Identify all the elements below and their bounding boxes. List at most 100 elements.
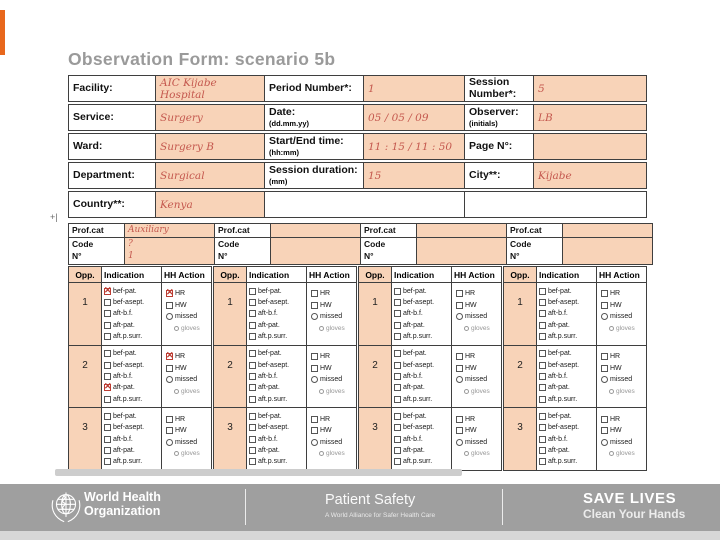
radio-missed[interactable] bbox=[601, 376, 608, 384]
checkbox-bef-asept[interactable] bbox=[104, 298, 111, 306]
checkbox-aft-pat[interactable] bbox=[104, 321, 111, 329]
field-value[interactable]: 05 / 05 / 09 bbox=[363, 104, 465, 131]
checkbox-aft-b-f[interactable] bbox=[249, 435, 256, 443]
checkbox-bef-asept[interactable] bbox=[104, 361, 111, 369]
checkbox-aft-b-f[interactable] bbox=[104, 310, 111, 318]
radio-missed[interactable] bbox=[311, 438, 318, 446]
checkbox-aft-p-surr[interactable] bbox=[104, 395, 111, 403]
checkbox-bef-pat[interactable] bbox=[104, 286, 112, 295]
checkbox-aft-p-surr[interactable] bbox=[539, 458, 546, 466]
checkbox-hr[interactable] bbox=[601, 290, 608, 298]
field-value[interactable] bbox=[533, 133, 647, 160]
radio-missed[interactable] bbox=[166, 438, 173, 446]
checkbox-bef-asept[interactable] bbox=[249, 361, 256, 369]
checkbox-aft-pat[interactable] bbox=[539, 446, 546, 454]
checkbox-bef-pat[interactable] bbox=[394, 350, 401, 358]
radio-missed[interactable] bbox=[456, 376, 463, 384]
checkbox-hw[interactable] bbox=[166, 427, 173, 435]
radio-missed[interactable] bbox=[166, 313, 173, 321]
checkbox-bef-asept[interactable] bbox=[394, 361, 401, 369]
checkbox-aft-p-surr[interactable] bbox=[249, 395, 256, 403]
checkbox-bef-asept[interactable] bbox=[249, 424, 256, 432]
checkbox-hw[interactable] bbox=[456, 301, 463, 309]
checkbox-bef-asept[interactable] bbox=[539, 424, 546, 432]
checkbox-hr[interactable] bbox=[166, 351, 174, 360]
field-value[interactable]: 15 bbox=[363, 162, 465, 189]
checkbox-aft-p-surr[interactable] bbox=[104, 458, 111, 466]
radio-gloves[interactable] bbox=[609, 388, 614, 394]
field-value[interactable]: AIC Kijabe Hospital bbox=[155, 75, 265, 102]
checkbox-aft-pat[interactable] bbox=[394, 321, 401, 329]
checkbox-bef-asept[interactable] bbox=[539, 361, 546, 369]
checkbox-hw[interactable] bbox=[311, 364, 318, 372]
radio-gloves[interactable] bbox=[319, 388, 324, 394]
radio-gloves[interactable] bbox=[174, 451, 179, 457]
checkbox-hr[interactable] bbox=[311, 415, 318, 423]
checkbox-aft-b-f[interactable] bbox=[539, 310, 546, 318]
checkbox-aft-b-f[interactable] bbox=[104, 372, 111, 380]
checkbox-hr[interactable] bbox=[456, 352, 463, 360]
checkbox-bef-pat[interactable] bbox=[249, 287, 256, 295]
checkbox-aft-b-f[interactable] bbox=[104, 435, 111, 443]
checkbox-bef-asept[interactable] bbox=[394, 298, 401, 306]
checkbox-hr[interactable] bbox=[601, 415, 608, 423]
checkbox-bef-pat[interactable] bbox=[249, 350, 256, 358]
checkbox-hw[interactable] bbox=[601, 364, 608, 372]
checkbox-bef-asept[interactable] bbox=[539, 298, 546, 306]
field-value[interactable]: 1 bbox=[363, 75, 465, 102]
checkbox-hw[interactable] bbox=[601, 301, 608, 309]
radio-missed[interactable] bbox=[311, 313, 318, 321]
checkbox-aft-b-f[interactable] bbox=[394, 372, 401, 380]
checkbox-aft-p-surr[interactable] bbox=[539, 332, 546, 340]
radio-gloves[interactable] bbox=[174, 326, 179, 332]
radio-gloves[interactable] bbox=[464, 326, 469, 332]
checkbox-hr[interactable] bbox=[311, 290, 318, 298]
checkbox-aft-p-surr[interactable] bbox=[394, 395, 401, 403]
checkbox-hr[interactable] bbox=[311, 352, 318, 360]
checkbox-bef-pat[interactable] bbox=[394, 412, 401, 420]
checkbox-aft-pat[interactable] bbox=[249, 446, 256, 454]
checkbox-aft-b-f[interactable] bbox=[249, 310, 256, 318]
profcat-value-field[interactable]: Auxiliary bbox=[124, 223, 215, 238]
checkbox-aft-pat[interactable] bbox=[104, 446, 111, 454]
checkbox-aft-p-surr[interactable] bbox=[394, 332, 401, 340]
field-value[interactable]: 11 : 15 / 11 : 50 bbox=[363, 133, 465, 160]
checkbox-bef-asept[interactable] bbox=[104, 424, 111, 432]
checkbox-aft-b-f[interactable] bbox=[249, 372, 256, 380]
checkbox-aft-pat[interactable] bbox=[539, 321, 546, 329]
checkbox-hw[interactable] bbox=[456, 427, 463, 435]
checkbox-hw[interactable] bbox=[311, 427, 318, 435]
checkbox-aft-pat[interactable] bbox=[249, 384, 256, 392]
radio-gloves[interactable] bbox=[319, 451, 324, 457]
radio-gloves[interactable] bbox=[609, 326, 614, 332]
checkbox-bef-asept[interactable] bbox=[394, 424, 401, 432]
checkbox-hw[interactable] bbox=[601, 427, 608, 435]
checkbox-bef-pat[interactable] bbox=[539, 412, 546, 420]
checkbox-aft-p-surr[interactable] bbox=[249, 332, 256, 340]
checkbox-hr[interactable] bbox=[601, 352, 608, 360]
radio-gloves[interactable] bbox=[464, 388, 469, 394]
profcat-code-field[interactable]: ? 1 bbox=[124, 237, 215, 265]
radio-gloves[interactable] bbox=[464, 451, 469, 457]
checkbox-aft-pat[interactable] bbox=[394, 446, 401, 454]
checkbox-aft-pat[interactable] bbox=[104, 382, 112, 392]
checkbox-aft-p-surr[interactable] bbox=[394, 458, 401, 466]
radio-missed[interactable] bbox=[601, 313, 608, 321]
checkbox-hw[interactable] bbox=[166, 364, 173, 372]
checkbox-aft-b-f[interactable] bbox=[394, 310, 401, 318]
checkbox-hr[interactable] bbox=[166, 288, 174, 298]
checkbox-hw[interactable] bbox=[311, 301, 318, 309]
radio-missed[interactable] bbox=[311, 376, 318, 384]
radio-gloves[interactable] bbox=[609, 451, 614, 457]
checkbox-bef-pat[interactable] bbox=[539, 350, 546, 358]
radio-missed[interactable] bbox=[166, 376, 173, 384]
profcat-value-field[interactable] bbox=[416, 223, 507, 238]
checkbox-aft-p-surr[interactable] bbox=[539, 395, 546, 403]
field-value[interactable]: Kijabe bbox=[533, 162, 647, 189]
checkbox-bef-pat[interactable] bbox=[394, 287, 401, 295]
radio-gloves[interactable] bbox=[319, 326, 324, 332]
profcat-value-field[interactable] bbox=[270, 223, 361, 238]
radio-missed[interactable] bbox=[456, 313, 463, 321]
checkbox-bef-asept[interactable] bbox=[249, 298, 256, 306]
checkbox-hr[interactable] bbox=[456, 290, 463, 298]
